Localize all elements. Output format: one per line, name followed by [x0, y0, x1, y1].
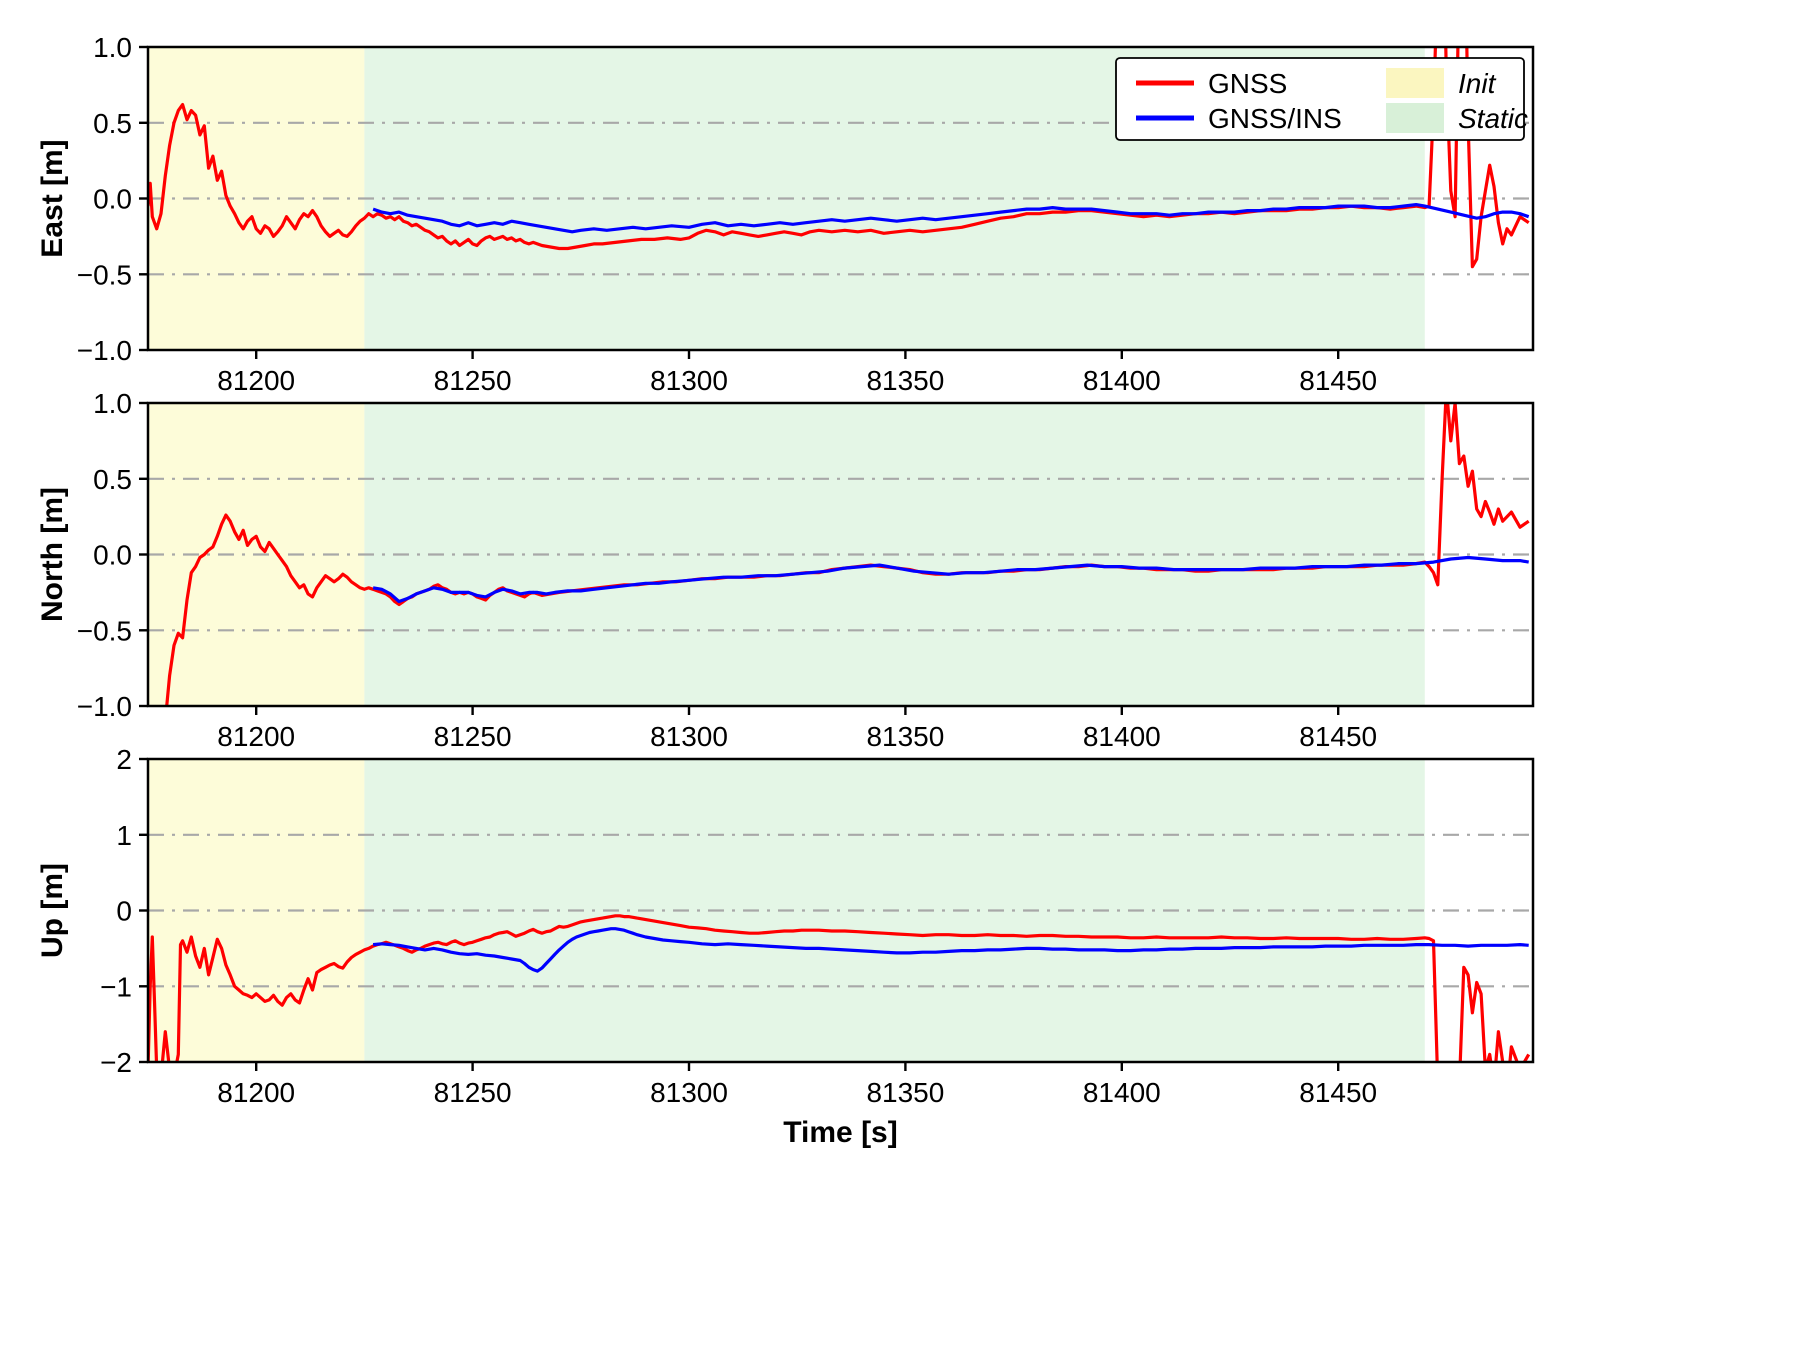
legend: GNSS GNSS/INS Init Static	[1115, 57, 1528, 141]
subplot-up: 81200 81250 81300 81350 81400 81450 2 1 0 −1 −2 Up …	[36, 744, 1535, 1108]
y-tick-label: −1.0	[77, 691, 132, 722]
series-gnssins-north	[372, 555, 1529, 604]
y-tick-label: −0.5	[77, 615, 132, 646]
y-tick-label: 1	[116, 820, 132, 851]
series-gnssins-up	[372, 927, 1529, 973]
x-tick-label: 81450	[1299, 721, 1377, 752]
x-tick-label: 81200	[217, 365, 295, 396]
y-tick-label: 1.0	[93, 388, 132, 419]
y-axis-label-north: North [m]	[36, 487, 69, 622]
x-tick-label: 81350	[866, 365, 944, 396]
x-tick-label: 81400	[1083, 365, 1161, 396]
x-tick-label: 81250	[434, 365, 512, 396]
y-axis-label-east: East [m]	[36, 139, 69, 257]
x-axis-label: Time [s]	[783, 1116, 897, 1149]
series-gnss-up	[148, 914, 1531, 1062]
x-tick-label: 81450	[1299, 1077, 1377, 1108]
x-tick-label: 81350	[866, 721, 944, 752]
x-tick-label: 81300	[650, 721, 728, 752]
series-gnssins-east	[372, 203, 1530, 234]
y-tick-label: −0.5	[77, 259, 132, 290]
y-tick-label: 2	[116, 744, 132, 775]
y-tick-label: 1.0	[93, 32, 132, 63]
x-tick-label: 81250	[434, 721, 512, 752]
y-tick-label: 0.5	[93, 464, 132, 495]
legend-label-init: Init	[1458, 68, 1497, 99]
legend-sample-static	[1386, 103, 1444, 133]
legend-sample-init	[1386, 68, 1444, 98]
legend-label-static: Static	[1458, 103, 1528, 134]
y-tick-label: 0.5	[93, 108, 132, 139]
y-tick-label: 0	[116, 896, 132, 927]
x-tick-label: 81350	[866, 1077, 944, 1108]
x-tick-label: 81300	[650, 365, 728, 396]
y-tick-label: −2	[100, 1047, 132, 1078]
x-tick-label: 81400	[1083, 721, 1161, 752]
x-tick-label: 81200	[217, 1077, 295, 1108]
legend-label-gnss: GNSS	[1208, 68, 1287, 99]
x-tick-label: 81300	[650, 1077, 728, 1108]
y-tick-label: −1	[100, 971, 132, 1002]
subplot-north: 81200 81250 81300 81350 81400 81450 1.0 0.5 0.0 −…	[36, 388, 1535, 752]
y-tick-label: −1.0	[77, 335, 132, 366]
y-tick-label: 0.0	[93, 184, 132, 215]
x-tick-label: 81400	[1083, 1077, 1161, 1108]
y-axis-label-up: Up [m]	[36, 863, 69, 958]
y-tick-label: 0.0	[93, 540, 132, 571]
x-tick-label: 81450	[1299, 365, 1377, 396]
legend-label-gnssins: GNSS/INS	[1208, 103, 1342, 134]
x-tick-label: 81200	[217, 721, 295, 752]
x-tick-label: 81250	[434, 1077, 512, 1108]
